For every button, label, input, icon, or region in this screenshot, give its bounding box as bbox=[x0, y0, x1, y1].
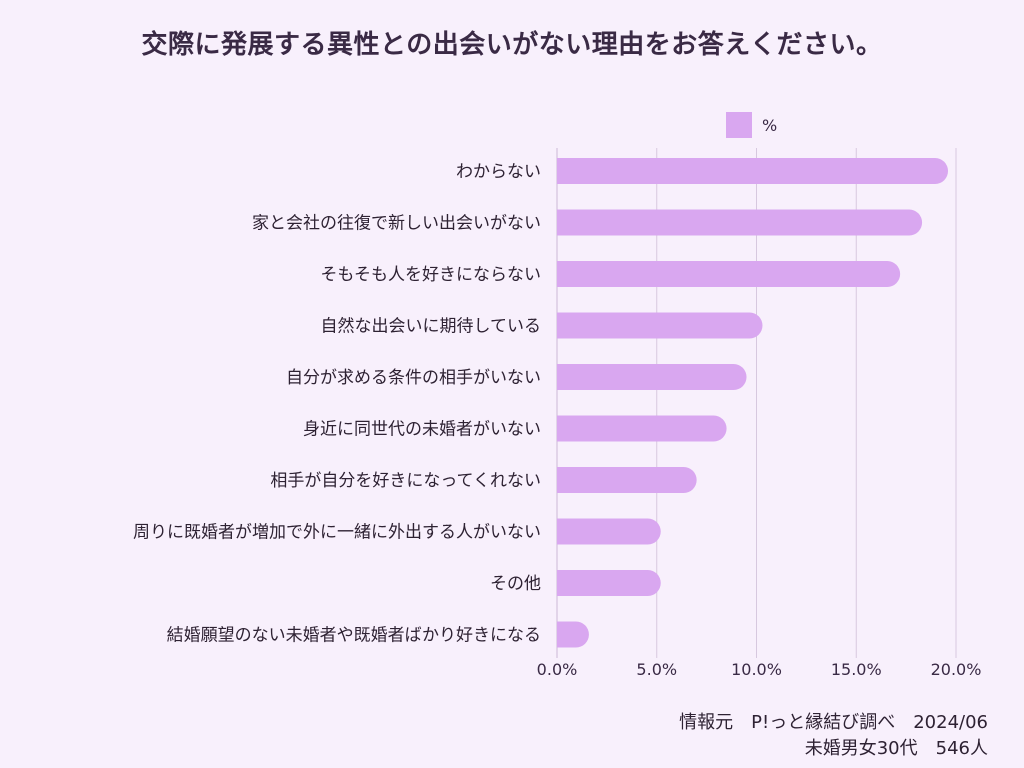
bar-left-edge bbox=[557, 158, 571, 184]
x-tick-label: 0.0% bbox=[537, 660, 578, 679]
bar-left-edge bbox=[557, 518, 571, 545]
legend: % bbox=[726, 112, 777, 138]
legend-label: % bbox=[762, 115, 778, 135]
x-tick-label: 10.0% bbox=[731, 660, 782, 679]
bar bbox=[557, 518, 661, 545]
category-label: 自分が求める条件の相手がいない bbox=[286, 368, 541, 388]
category-label: 結婚願望のない未婚者や既婚者ばかり好きになる bbox=[167, 626, 541, 646]
x-tick-label: 20.0% bbox=[931, 660, 982, 679]
chart-title: 交際に発展する異性との出会いがない理由をお答えください。 bbox=[141, 30, 883, 60]
x-tick-label: 5.0% bbox=[636, 660, 677, 679]
category-label: 周りに既婚者が増加で外に一緒に外出する人がいない bbox=[133, 523, 541, 543]
bar-left-edge bbox=[557, 312, 571, 339]
bar bbox=[557, 415, 727, 442]
bar-left-edge bbox=[557, 415, 571, 442]
bar bbox=[557, 364, 747, 390]
bar-left-edge bbox=[557, 467, 571, 493]
source-line-2: 未婚男女30代 546人 bbox=[804, 738, 988, 759]
bar-left-edge bbox=[557, 364, 571, 390]
legend-swatch bbox=[726, 112, 752, 138]
category-label: 家と会社の往復で新しい出会いがない bbox=[252, 214, 541, 234]
category-label: その他 bbox=[490, 574, 541, 594]
bar bbox=[557, 467, 697, 493]
bar-left-edge bbox=[557, 209, 571, 236]
bar bbox=[557, 209, 923, 236]
category-label: わからない bbox=[456, 162, 541, 182]
category-label: 自然な出会いに期待している bbox=[321, 317, 542, 337]
x-tick-label: 15.0% bbox=[831, 660, 882, 679]
category-label: 相手が自分を好きになってくれない bbox=[270, 471, 541, 491]
bar bbox=[557, 312, 763, 339]
bar bbox=[557, 261, 901, 287]
category-label: 身近に同世代の未婚者がいない bbox=[303, 420, 541, 440]
bar-left-edge bbox=[557, 621, 571, 648]
source-line-1: 情報元 P!っと縁結び調べ 2024/06 bbox=[679, 712, 988, 733]
bar bbox=[557, 570, 661, 596]
bar-left-edge bbox=[557, 261, 571, 287]
bar-left-edge bbox=[557, 570, 571, 596]
category-label: そもそも人を好きにならない bbox=[320, 265, 541, 285]
bar-chart: 0.0% 5.0% 10.0% 15.0% 20.0% わからない家と会社の往復で新しい出… bbox=[133, 148, 982, 679]
bar bbox=[557, 158, 949, 184]
